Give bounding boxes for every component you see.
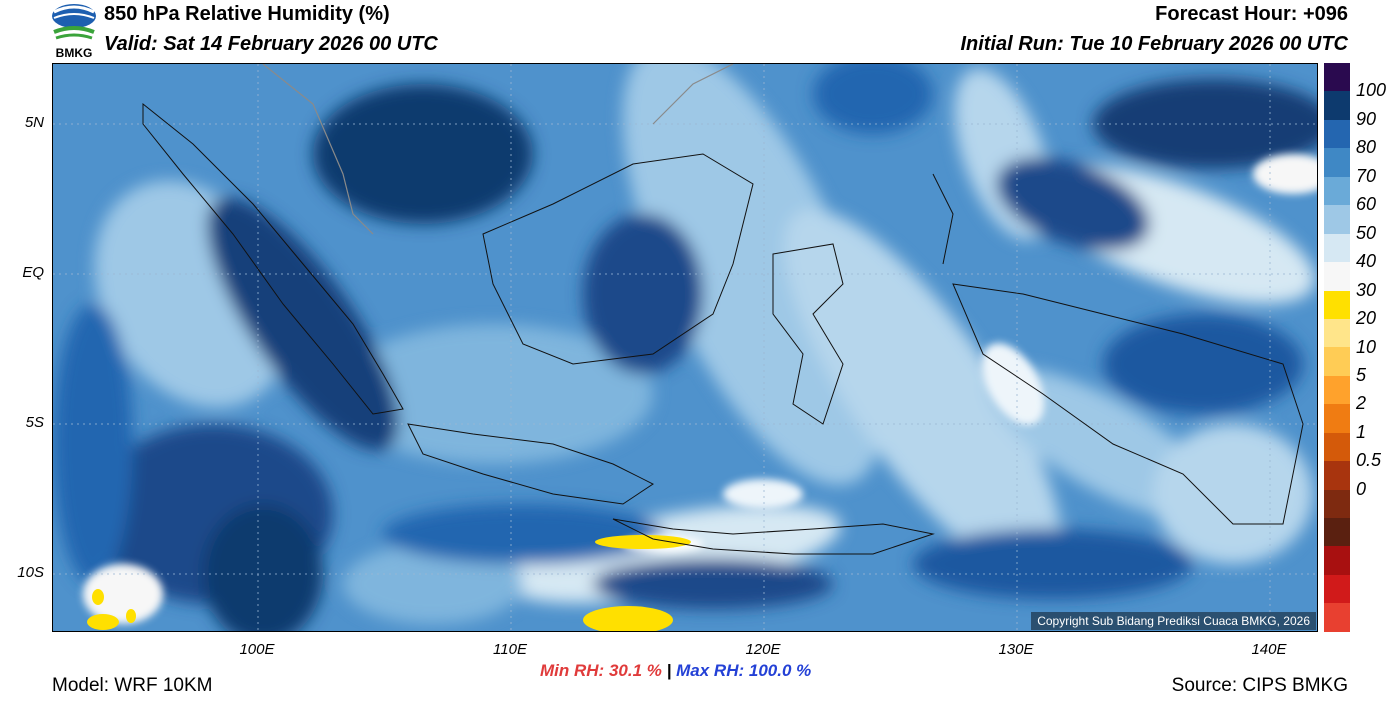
colorbar-segment — [1324, 63, 1350, 92]
halmahera-coast — [932, 173, 954, 265]
max-rh-value: 100.0 % — [748, 661, 812, 680]
papua-coast — [952, 283, 1304, 525]
source-info: Source: CIPS BMKG — [1171, 675, 1348, 696]
borneo-coast — [482, 153, 754, 365]
colorbar-label: 2 — [1356, 393, 1367, 414]
colorbar-segment — [1324, 318, 1350, 348]
copyright-notice: Copyright Sub Bidang Prediksi Cuaca BMKG… — [1031, 612, 1316, 630]
model-info: Model: WRF 10KM — [52, 675, 213, 696]
lat-label-10s: 10S — [17, 564, 44, 581]
colorbar-segment — [1324, 176, 1350, 206]
min-rh-value: 30.1 % — [608, 661, 662, 680]
colorbar-segment — [1324, 262, 1350, 291]
colorbar-segment — [1324, 518, 1350, 547]
colorbar-label: 0.5 — [1356, 450, 1382, 471]
sumatra-coast — [142, 102, 404, 415]
colorbar-segment — [1324, 546, 1350, 575]
colorbar-label: 90 — [1356, 108, 1377, 129]
colorbar-label: 100 — [1356, 80, 1387, 101]
sulawesi-coast — [772, 243, 844, 425]
colorbar — [1324, 63, 1350, 632]
lon-label-130e: 130E — [998, 641, 1034, 658]
colorbar-segment — [1324, 574, 1350, 604]
colorbar-segment — [1324, 489, 1350, 518]
colorbar-segment — [1324, 148, 1350, 177]
colorbar-segment — [1324, 347, 1350, 376]
java-coast — [407, 423, 654, 505]
lon-label-140e: 140E — [1251, 641, 1287, 658]
rh-stats: Min RH: 30.1 % | Max RH: 100.0 % — [540, 661, 811, 681]
lon-label-110e: 110E — [493, 641, 527, 658]
logo-text: BMKG — [56, 46, 93, 60]
stats-separator: | — [666, 661, 672, 680]
colorbar-label: 50 — [1356, 222, 1377, 243]
lon-label-120e: 120E — [745, 641, 781, 658]
forecast-hour: Forecast Hour: +096 — [1155, 3, 1348, 25]
lat-label-5n: 5N — [24, 114, 44, 131]
colorbar-label: 40 — [1356, 251, 1377, 272]
colorbar-segment — [1324, 432, 1350, 462]
malay-peninsula-coast — [262, 64, 374, 235]
colorbar-label: 30 — [1356, 279, 1377, 300]
min-rh-label: Min RH: — [540, 661, 605, 680]
colorbar-segment — [1324, 205, 1350, 234]
valid-time: Valid: Sat 14 February 2026 00 UTC — [104, 33, 438, 55]
colorbar-segment — [1324, 603, 1350, 632]
colorbar-label: 5 — [1356, 364, 1367, 385]
chart-title: 850 hPa Relative Humidity (%) — [104, 3, 390, 25]
nusa-tenggara-coast — [612, 518, 935, 555]
colorbar-segment — [1324, 461, 1350, 490]
colorbar-label: 1 — [1356, 421, 1367, 442]
lon-label-100e: 100E — [239, 641, 275, 658]
colorbar-segment — [1324, 375, 1350, 405]
lat-label-eq: EQ — [22, 264, 44, 281]
humidity-map: Copyright Sub Bidang Prediksi Cuaca BMKG… — [52, 63, 1318, 632]
colorbar-label: 0 — [1356, 478, 1367, 499]
max-rh-label: Max RH: — [676, 661, 745, 680]
colorbar-segment — [1324, 91, 1350, 120]
colorbar-segment — [1324, 233, 1350, 263]
colorbar-label: 80 — [1356, 137, 1377, 158]
lat-label-5s: 5S — [25, 414, 44, 431]
colorbar-label: 70 — [1356, 165, 1377, 186]
north-borneo-coast — [652, 64, 734, 125]
colorbar-label: 20 — [1356, 308, 1377, 329]
humidity-field — [53, 64, 1317, 631]
colorbar-segment — [1324, 404, 1350, 433]
colorbar-segment — [1324, 290, 1350, 319]
colorbar-label: 10 — [1356, 336, 1377, 357]
colorbar-segment — [1324, 119, 1350, 149]
initial-run: Initial Run: Tue 10 February 2026 00 UTC — [960, 33, 1348, 55]
colorbar-label: 60 — [1356, 194, 1377, 215]
bmkg-logo: BMKG — [50, 2, 98, 60]
